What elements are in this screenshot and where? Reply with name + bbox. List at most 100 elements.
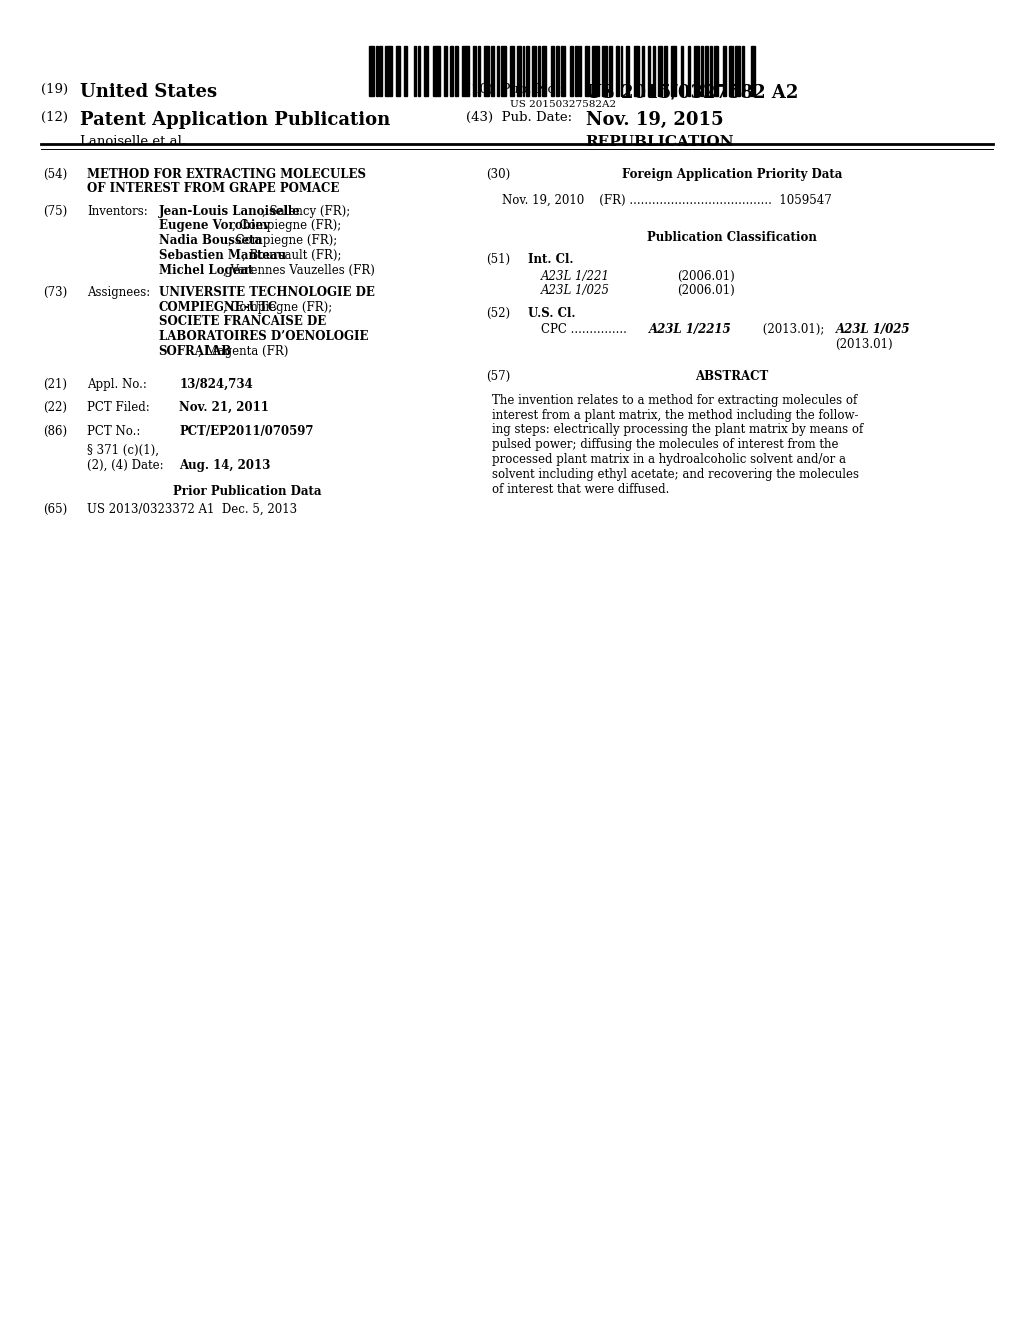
Bar (433, 46, 440, 96)
Bar (462, 46, 469, 96)
Text: (2006.01): (2006.01) (677, 284, 734, 297)
Bar (672, 46, 677, 96)
Bar (723, 46, 726, 96)
Bar (657, 46, 662, 96)
Text: (2006.01): (2006.01) (677, 269, 734, 282)
Text: PCT No.:: PCT No.: (87, 425, 140, 438)
Bar (543, 46, 546, 96)
Bar (492, 46, 494, 96)
Text: United States: United States (80, 83, 217, 102)
Text: , Compiegne (FR);: , Compiegne (FR); (232, 219, 342, 232)
Text: pulsed power; diffusing the molecules of interest from the: pulsed power; diffusing the molecules of… (492, 438, 838, 451)
Text: (57): (57) (486, 370, 511, 383)
Bar (621, 46, 623, 96)
Text: Michel Logeat: Michel Logeat (159, 264, 253, 277)
Bar (403, 46, 408, 96)
Text: Foreign Application Priority Data: Foreign Application Priority Data (622, 168, 843, 181)
Text: , Magenta (FR): , Magenta (FR) (198, 345, 289, 358)
Text: (52): (52) (486, 306, 511, 319)
Bar (369, 46, 374, 96)
Text: PCT Filed:: PCT Filed: (87, 401, 150, 414)
Bar (385, 46, 392, 96)
Bar (531, 46, 536, 96)
Bar (424, 46, 428, 96)
Text: Aug. 14, 2013: Aug. 14, 2013 (179, 459, 270, 471)
Text: Eugene Vorobiev: Eugene Vorobiev (159, 219, 269, 232)
Bar (526, 46, 529, 96)
Text: interest from a plant matrix, the method including the follow-: interest from a plant matrix, the method… (492, 409, 858, 421)
Bar (472, 46, 476, 96)
Bar (634, 46, 639, 96)
Bar (592, 46, 599, 96)
Bar (715, 46, 718, 96)
Bar (376, 46, 378, 96)
Text: LABORATOIRES D’OENOLOGIE: LABORATOIRES D’OENOLOGIE (159, 330, 369, 343)
Text: § 371 (c)(1),: § 371 (c)(1), (87, 444, 159, 457)
Text: The invention relates to a method for extracting molecules of: The invention relates to a method for ex… (492, 393, 857, 407)
Text: U.S. Cl.: U.S. Cl. (528, 306, 575, 319)
Text: UNIVERSITE TECHNOLOGIE DE: UNIVERSITE TECHNOLOGIE DE (159, 286, 375, 298)
Bar (451, 46, 454, 96)
Text: Inventors:: Inventors: (87, 205, 147, 218)
Bar (380, 46, 382, 96)
Text: US 20150327582A2: US 20150327582A2 (510, 100, 616, 110)
Bar (729, 46, 732, 96)
Bar (627, 46, 629, 96)
Bar (501, 46, 506, 96)
Text: PCT/EP2011/070597: PCT/EP2011/070597 (179, 425, 313, 438)
Text: Patent Application Publication: Patent Application Publication (80, 111, 390, 129)
Text: (12): (12) (41, 111, 68, 124)
Text: SOFRALAB: SOFRALAB (159, 345, 231, 358)
Text: Nov. 19, 2010    (FR) ......................................  1059547: Nov. 19, 2010 (FR) .....................… (502, 194, 831, 207)
Bar (694, 46, 699, 96)
Text: processed plant matrix in a hydroalcoholic solvent and/or a: processed plant matrix in a hydroalcohol… (492, 453, 846, 466)
Text: Lanoiselle et al.: Lanoiselle et al. (80, 135, 186, 148)
Text: US 2015/0327582 A2: US 2015/0327582 A2 (586, 83, 798, 102)
Bar (601, 46, 606, 96)
Bar (706, 46, 708, 96)
Text: (21): (21) (43, 378, 67, 391)
Bar (615, 46, 618, 96)
Text: ing steps: electrically processing the plant matrix by means of: ing steps: electrically processing the p… (492, 424, 863, 437)
Text: Nov. 21, 2011: Nov. 21, 2011 (179, 401, 269, 414)
Text: A23L 1/025: A23L 1/025 (541, 284, 609, 297)
Bar (734, 46, 739, 96)
Text: (86): (86) (43, 425, 68, 438)
Text: (22): (22) (43, 401, 67, 414)
Text: (30): (30) (486, 168, 511, 181)
Text: (2013.01);: (2013.01); (759, 323, 828, 335)
Text: CPC ...............: CPC ............... (541, 323, 631, 335)
Text: (2), (4) Date:: (2), (4) Date: (87, 459, 164, 471)
Text: COMPIEGNE-UTC: COMPIEGNE-UTC (159, 301, 278, 314)
Text: A23L 1/221: A23L 1/221 (541, 269, 609, 282)
Text: US 2013/0323372 A1  Dec. 5, 2013: US 2013/0323372 A1 Dec. 5, 2013 (87, 503, 297, 516)
Bar (574, 46, 578, 96)
Bar (653, 46, 655, 96)
Text: (75): (75) (43, 205, 68, 218)
Text: , Boursault (FR);: , Boursault (FR); (243, 249, 342, 261)
Bar (586, 46, 589, 96)
Bar (642, 46, 644, 96)
Text: , Compiegne (FR);: , Compiegne (FR); (222, 301, 332, 314)
Text: ABSTRACT: ABSTRACT (695, 370, 769, 383)
Text: 13/824,734: 13/824,734 (179, 378, 253, 391)
Text: (43)  Pub. Date:: (43) Pub. Date: (466, 111, 572, 124)
Bar (395, 46, 399, 96)
Bar (609, 46, 612, 96)
Text: , Varennes Vauzelles (FR): , Varennes Vauzelles (FR) (222, 264, 375, 277)
Text: (73): (73) (43, 286, 68, 298)
Text: A23L 1/2215: A23L 1/2215 (649, 323, 732, 335)
Bar (455, 46, 458, 96)
Text: METHOD FOR EXTRACTING MOLECULES: METHOD FOR EXTRACTING MOLECULES (87, 168, 366, 181)
Text: Nov. 19, 2015: Nov. 19, 2015 (586, 111, 723, 129)
Text: OF INTEREST FROM GRAPE POMACE: OF INTEREST FROM GRAPE POMACE (87, 182, 339, 195)
Bar (648, 46, 650, 96)
Text: (51): (51) (486, 253, 511, 267)
Text: , Salency (FR);: , Salency (FR); (262, 205, 350, 218)
Bar (415, 46, 417, 96)
Text: Prior Publication Data: Prior Publication Data (172, 486, 322, 499)
Text: (54): (54) (43, 168, 68, 181)
Bar (580, 46, 582, 96)
Text: , Compiegne (FR);: , Compiegne (FR); (227, 234, 337, 247)
Bar (556, 46, 558, 96)
